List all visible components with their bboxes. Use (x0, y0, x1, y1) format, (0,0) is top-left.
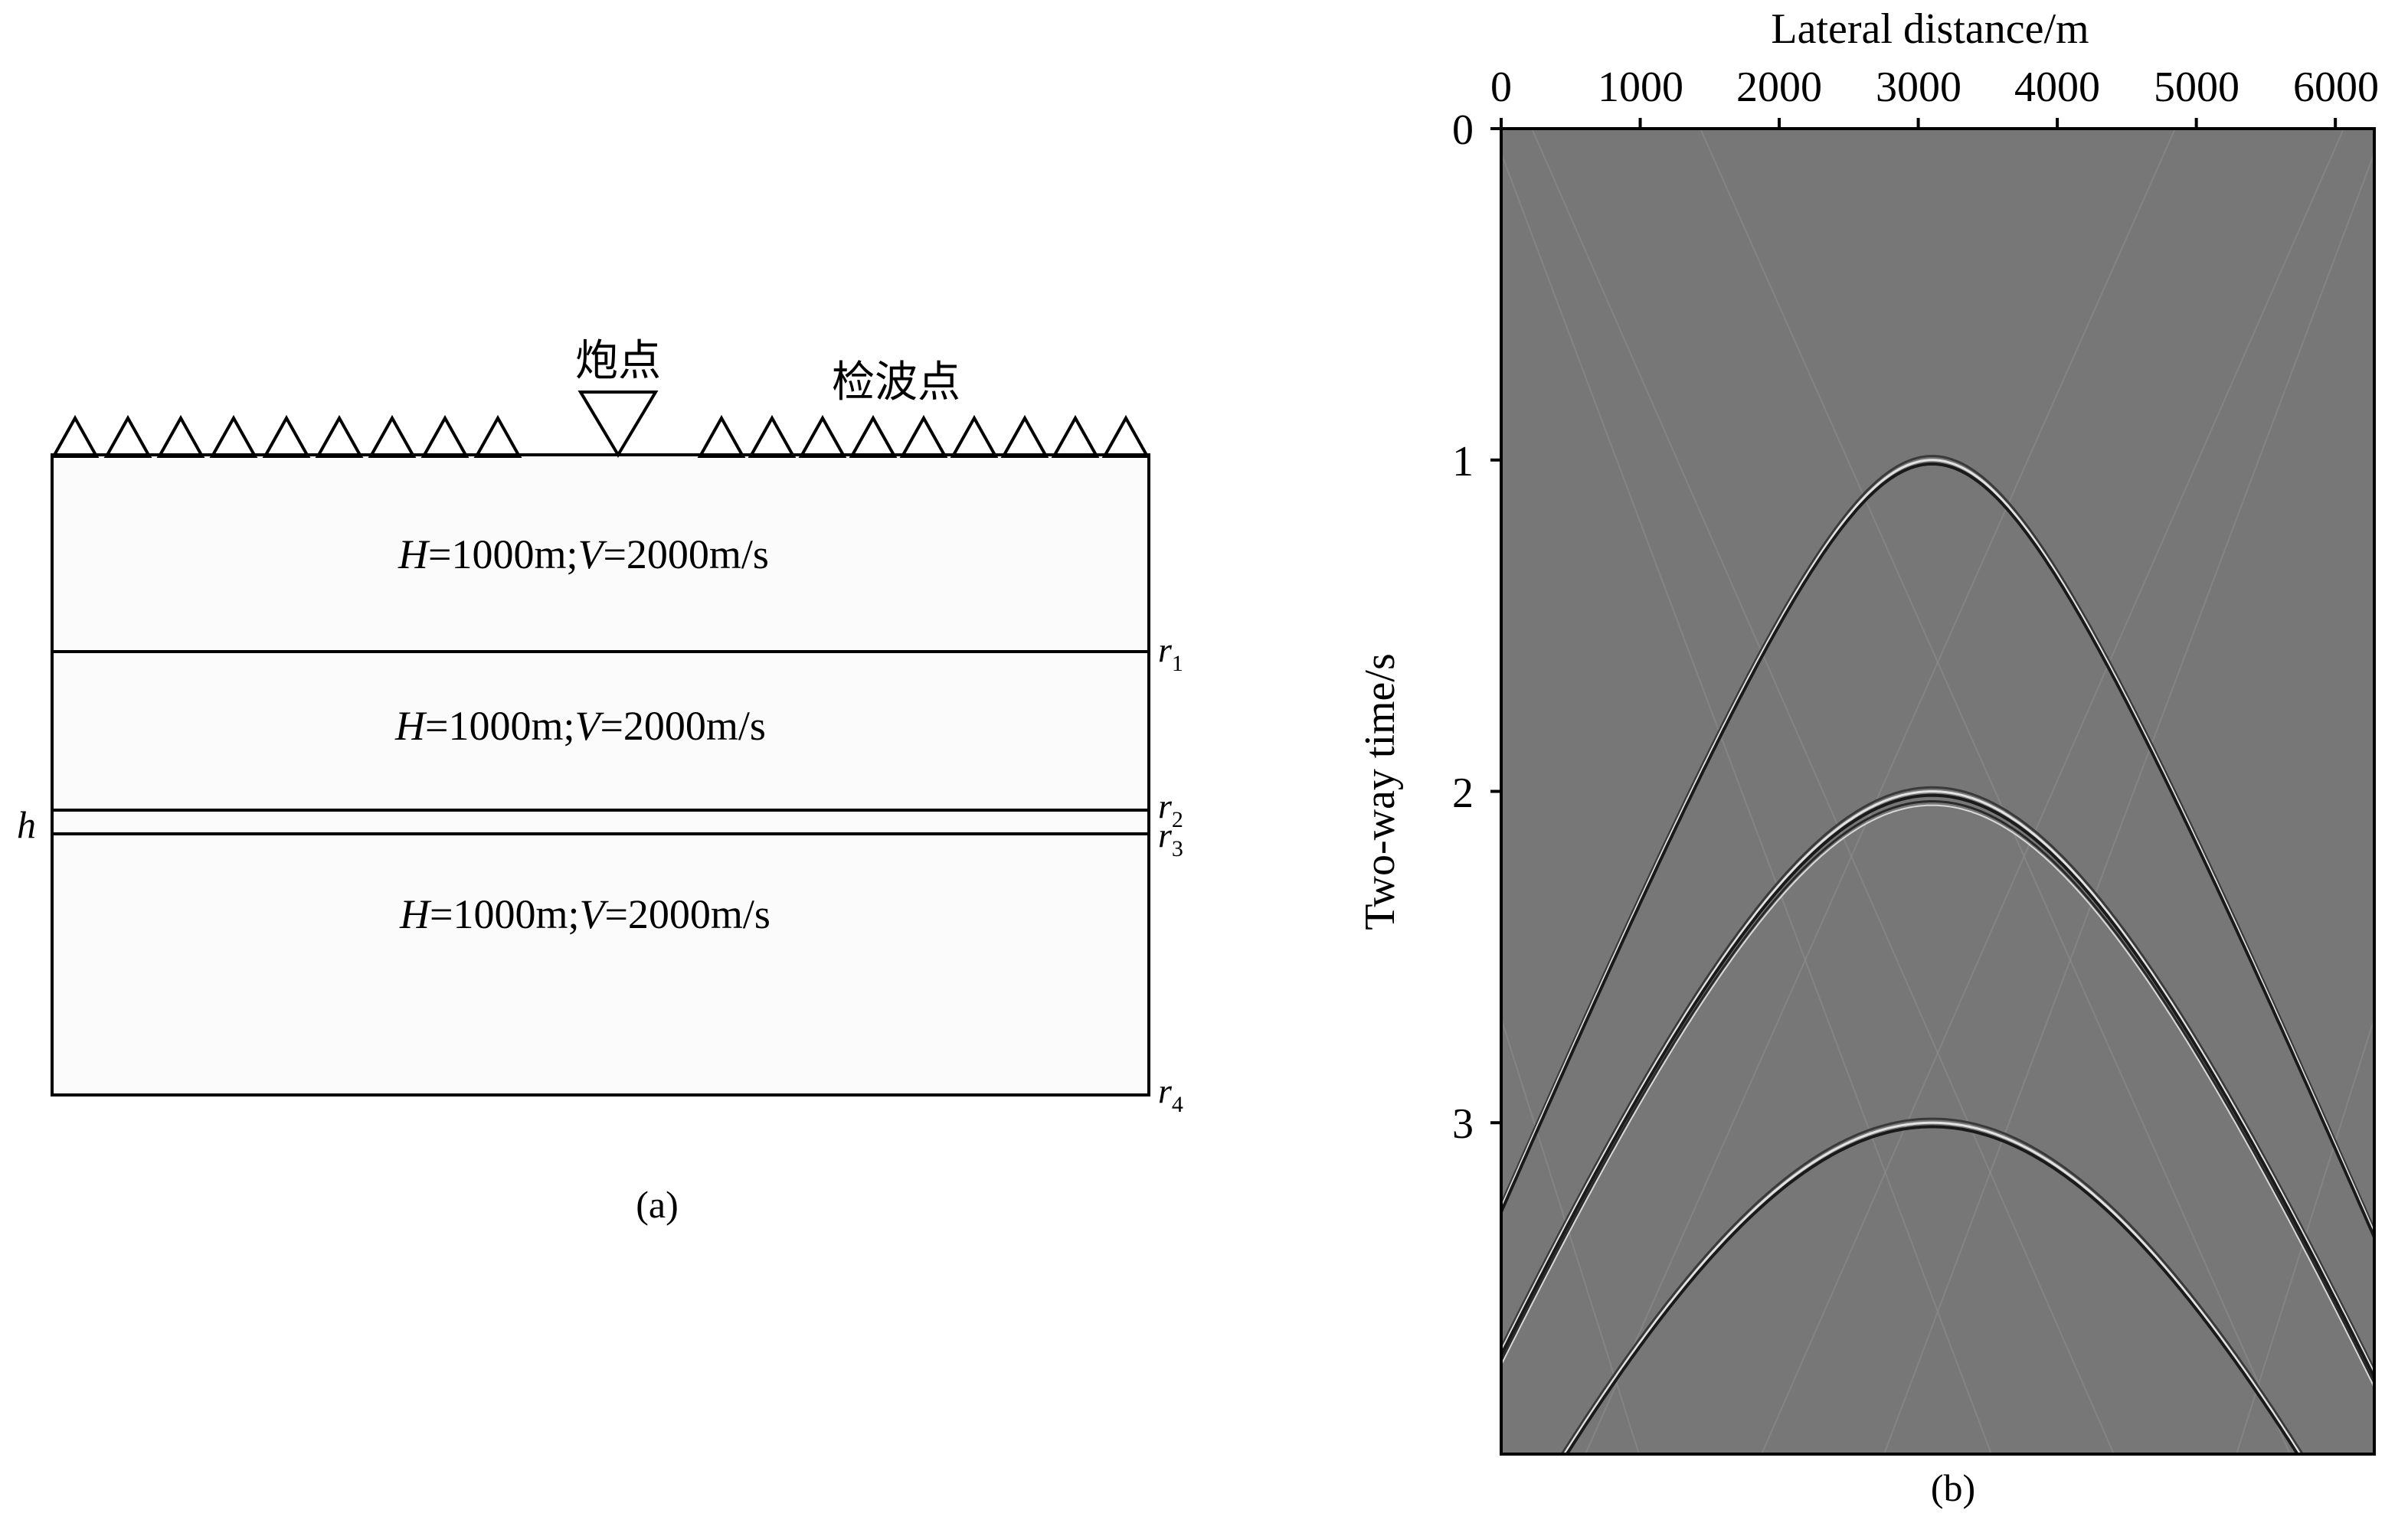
diffraction-line (1883, 152, 2374, 1454)
receiver-icon (849, 414, 898, 458)
x-tick-label-3000: 3000 (1876, 64, 1961, 111)
reflection-3-event (1562, 1121, 2302, 1454)
y-tick-label-3: 3 (1452, 1100, 1474, 1148)
x-tick-label-1000: 1000 (1598, 64, 1683, 111)
reflection-2-event (1501, 786, 2374, 1371)
interface-label-r2: r2 (1158, 786, 1183, 832)
x-tick-label-4000: 4000 (2014, 64, 2100, 111)
x-tick-label-6000: 6000 (2293, 64, 2379, 111)
receiver-icon (748, 414, 797, 458)
reflection-3-event (1560, 1117, 2305, 1454)
diffraction-line (1761, 129, 2344, 1454)
receivers-right (697, 414, 1150, 458)
receiver-icon (420, 414, 469, 458)
model-diagram: 炮点 检波点 H=1000m;V=2000m/s H=1000m;V=2000m… (17, 336, 1183, 1226)
receiver-icon (156, 414, 205, 458)
x-axis-title: Lateral distance/m (1771, 5, 2089, 53)
receiver-icon (262, 414, 311, 458)
shot-label: 炮点 (575, 336, 661, 386)
x-tick-label-2000: 2000 (1736, 64, 1822, 111)
receiver-icon (950, 414, 999, 458)
receiver-icon (103, 414, 152, 458)
x-tick-label-0: 0 (1490, 64, 1512, 111)
receivers-left (51, 414, 522, 458)
reflection-2-event (1501, 790, 2374, 1374)
receiver-icon (473, 414, 522, 458)
thin-layer-event (1501, 800, 2374, 1384)
receiver-icon (209, 414, 258, 458)
diffraction-line (1531, 129, 2115, 1454)
diffraction-line (1501, 152, 1992, 1454)
layer-3-label: H=1000m;V=2000m/s (399, 891, 770, 937)
shot-icon (577, 391, 659, 458)
receiver-icon (798, 414, 847, 458)
thin-layer-label: h (17, 803, 36, 846)
receiver-icon (697, 414, 746, 458)
receiver-icon (368, 414, 417, 458)
layer-2-label: H=1000m;V=2000m/s (394, 703, 766, 749)
receiver-icon (1101, 414, 1150, 458)
reflection-1-event (1501, 459, 2374, 1234)
thin-layer-event (1501, 804, 2374, 1388)
caption-b: (b) (1931, 1466, 1975, 1509)
reflection-1-event (1501, 455, 2374, 1230)
diffraction-line (1700, 129, 2291, 1454)
diffraction-line (1585, 129, 2176, 1454)
y-tick-label-2: 2 (1452, 770, 1474, 817)
x-tick-label-5000: 5000 (2154, 64, 2240, 111)
interface-label-r3: r3 (1158, 815, 1183, 861)
receiver-label: 检波点 (832, 358, 960, 407)
reflection-1-event (1501, 462, 2374, 1238)
receiver-icon (315, 414, 364, 458)
y-axis-title: Two-way time/s (1356, 653, 1404, 930)
caption-a: (a) (636, 1183, 679, 1226)
seismic-gather: Lateral distance/m Two-way time/s 0 1000… (1356, 5, 2379, 1509)
y-tick-label-1: 1 (1452, 438, 1474, 485)
reflection-2-event (1501, 793, 2374, 1378)
receiver-icon (1051, 414, 1100, 458)
receiver-icon (1000, 414, 1049, 458)
receiver-icon (51, 414, 100, 458)
interface-label-r1: r1 (1158, 630, 1183, 676)
reflection-3-event (1565, 1125, 2300, 1454)
layer-1-label: H=1000m;V=2000m/s (398, 531, 769, 577)
y-tick-label-0: 0 (1452, 106, 1474, 154)
gather-axes (1490, 118, 2338, 1125)
gather-events (1501, 129, 2374, 1454)
model-box (51, 453, 1150, 1096)
receiver-icon (899, 414, 948, 458)
interface-label-r4: r4 (1158, 1071, 1183, 1117)
